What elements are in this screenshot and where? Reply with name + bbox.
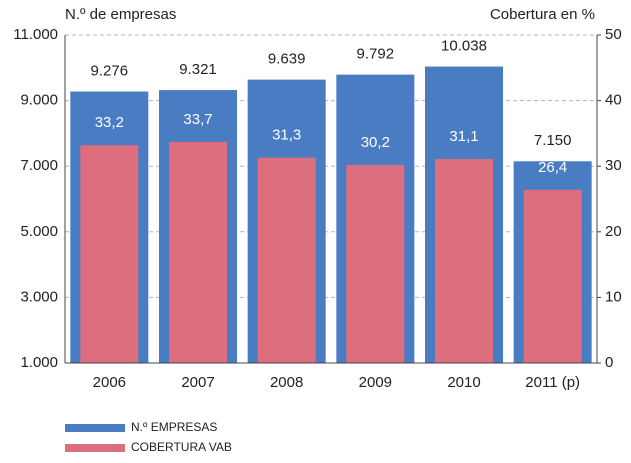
data-label: 33,2	[95, 114, 124, 131]
y2-tick-label: 40	[605, 92, 622, 109]
data-label: 31,1	[449, 128, 478, 145]
x-tick-label: 2010	[447, 374, 480, 391]
legend-swatch	[65, 444, 125, 452]
bar	[257, 157, 316, 363]
data-label: 9.792	[357, 46, 395, 63]
data-label: 9.276	[91, 63, 129, 80]
legend-label: N.º EMPRESAS	[131, 420, 217, 434]
y2-tick-label: 0	[605, 354, 613, 371]
legend-label: COBERTURA VAB	[131, 440, 232, 454]
x-tick-label: 2008	[270, 374, 303, 391]
x-tick-label: 2006	[93, 374, 126, 391]
bar	[346, 164, 405, 363]
legend-swatch	[65, 424, 125, 432]
data-label: 9.321	[179, 61, 217, 78]
x-tick-label: 2007	[181, 374, 214, 391]
y2-tick-label: 50	[605, 26, 622, 43]
bar	[169, 141, 227, 363]
y-tick-label: 11.000	[13, 26, 58, 43]
data-label: 7.150	[534, 132, 572, 149]
y2-tick-label: 20	[605, 223, 622, 240]
data-label: 33,7	[183, 111, 212, 128]
y-tick-label: 5.000	[20, 223, 58, 240]
data-label: 31,3	[272, 127, 301, 144]
x-tick-label: 2011 (p)	[525, 374, 580, 391]
data-label: 26,4	[538, 159, 567, 176]
bar	[435, 158, 493, 363]
y-axis-label: N.º de empresas	[65, 6, 176, 23]
y-tick-label: 7.000	[20, 157, 58, 174]
data-label: 9.639	[268, 51, 306, 68]
y-tick-label: 1.000	[20, 354, 58, 371]
y2-axis-label: Cobertura en %	[490, 6, 595, 23]
bar	[80, 145, 139, 363]
bar	[523, 189, 582, 363]
y2-tick-label: 10	[605, 288, 622, 305]
y-tick-label: 3.000	[20, 288, 58, 305]
data-label: 10.038	[441, 38, 487, 55]
x-tick-label: 2009	[359, 374, 392, 391]
y2-tick-label: 30	[605, 157, 622, 174]
data-label: 30,2	[361, 134, 390, 151]
y-tick-label: 9.000	[20, 92, 58, 109]
